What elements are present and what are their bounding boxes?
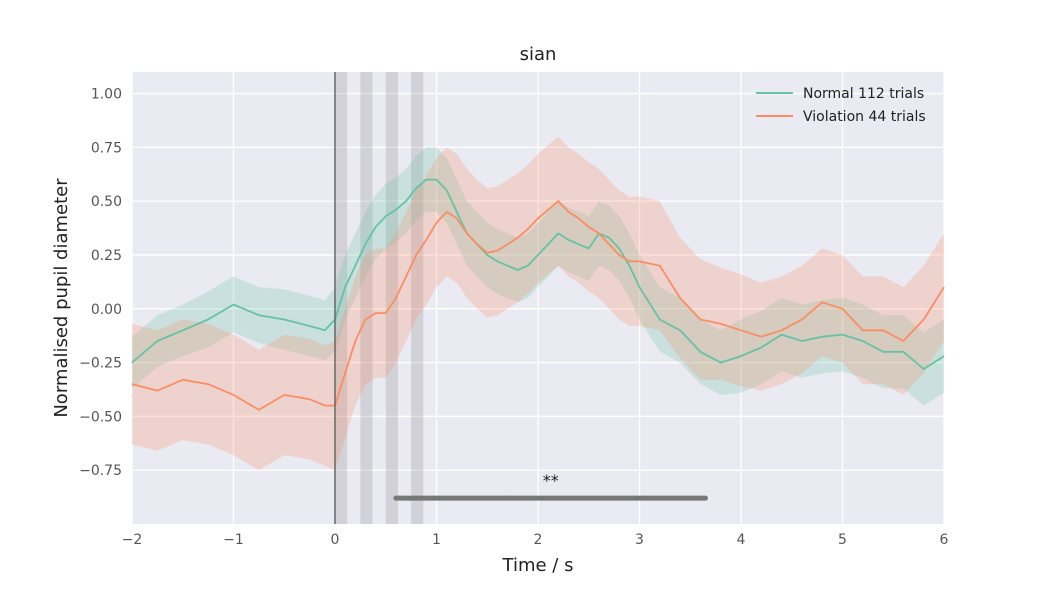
shaded-window bbox=[385, 72, 398, 524]
legend-label-normal: Normal 112 trials bbox=[803, 86, 924, 102]
chart-title: sian bbox=[520, 44, 557, 65]
y-tick-label: −0.75 bbox=[79, 463, 122, 479]
x-tick-label: 6 bbox=[940, 532, 949, 548]
y-tick-labels: −0.75 −0.50 −0.25 0.00 0.25 0.50 0.75 1.00 bbox=[79, 87, 122, 480]
y-axis-label: Normalised pupil diameter bbox=[51, 178, 72, 418]
y-tick-label: 0.75 bbox=[91, 140, 122, 156]
significance-label: ** bbox=[543, 471, 559, 490]
y-tick-label: −0.50 bbox=[79, 409, 122, 425]
y-tick-label: 0.25 bbox=[91, 248, 122, 264]
x-axis-label: Time / s bbox=[502, 555, 574, 576]
legend-label-violation: Violation 44 trials bbox=[803, 109, 926, 125]
x-tick-label: 0 bbox=[331, 532, 340, 548]
x-tick-label: −1 bbox=[223, 532, 244, 548]
x-tick-label: 5 bbox=[838, 532, 847, 548]
y-tick-label: −0.25 bbox=[79, 356, 122, 372]
y-tick-label: 0.00 bbox=[91, 302, 122, 318]
legend: Normal 112 trials Violation 44 trials bbox=[756, 86, 926, 125]
shaded-window bbox=[360, 72, 373, 524]
x-tick-label: −2 bbox=[122, 532, 143, 548]
x-tick-label: 2 bbox=[534, 532, 543, 548]
y-tick-label: 1.00 bbox=[91, 87, 122, 103]
x-tick-label: 1 bbox=[432, 532, 441, 548]
x-tick-label: 4 bbox=[737, 532, 746, 548]
x-tick-labels: −2 −1 0 1 2 3 4 5 6 bbox=[122, 532, 949, 548]
x-tick-label: 3 bbox=[635, 532, 644, 548]
y-tick-label: 0.50 bbox=[91, 194, 122, 210]
